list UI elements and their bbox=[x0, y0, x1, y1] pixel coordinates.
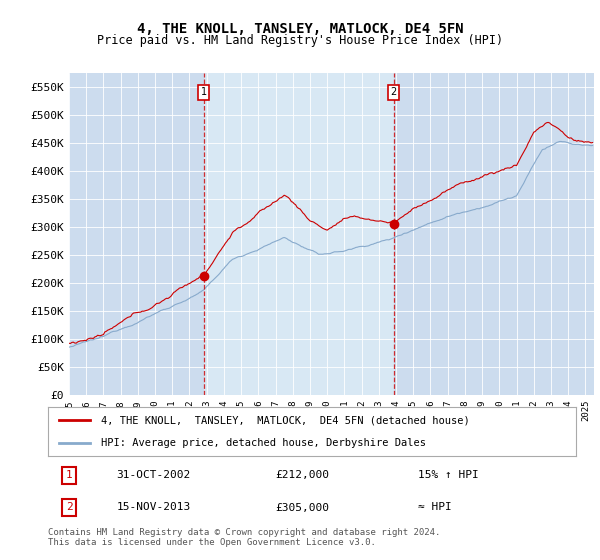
Text: 2: 2 bbox=[66, 502, 73, 512]
Text: 1: 1 bbox=[201, 87, 207, 97]
Text: £212,000: £212,000 bbox=[275, 470, 329, 480]
Text: 4, THE KNOLL, TANSLEY, MATLOCK, DE4 5FN: 4, THE KNOLL, TANSLEY, MATLOCK, DE4 5FN bbox=[137, 22, 463, 36]
Text: Contains HM Land Registry data © Crown copyright and database right 2024.
This d: Contains HM Land Registry data © Crown c… bbox=[48, 528, 440, 547]
Text: 15-NOV-2013: 15-NOV-2013 bbox=[116, 502, 191, 512]
Bar bbox=[204, 73, 394, 395]
Text: Price paid vs. HM Land Registry's House Price Index (HPI): Price paid vs. HM Land Registry's House … bbox=[97, 34, 503, 46]
Text: HPI: Average price, detached house, Derbyshire Dales: HPI: Average price, detached house, Derb… bbox=[101, 438, 426, 448]
Text: 15% ↑ HPI: 15% ↑ HPI bbox=[418, 470, 478, 480]
Text: 4, THE KNOLL,  TANSLEY,  MATLOCK,  DE4 5FN (detached house): 4, THE KNOLL, TANSLEY, MATLOCK, DE4 5FN … bbox=[101, 416, 470, 426]
Text: 1: 1 bbox=[66, 470, 73, 480]
Text: £305,000: £305,000 bbox=[275, 502, 329, 512]
Text: ≈ HPI: ≈ HPI bbox=[418, 502, 451, 512]
Text: 2: 2 bbox=[391, 87, 397, 97]
Text: 31-OCT-2002: 31-OCT-2002 bbox=[116, 470, 191, 480]
